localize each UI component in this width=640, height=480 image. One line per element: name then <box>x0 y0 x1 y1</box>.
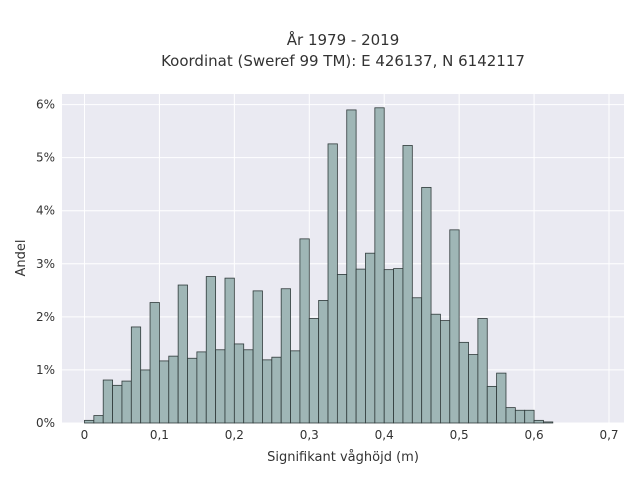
y-axis-label: Andel <box>14 240 29 277</box>
y-tick-label: 2% <box>36 310 55 324</box>
histogram-bar <box>468 354 479 424</box>
y-tick-label: 0% <box>36 416 55 430</box>
histogram-bar <box>140 369 151 424</box>
histogram-bar <box>458 341 469 424</box>
chart-subtitle: Koordinat (Sweref 99 TM): E 426137, N 61… <box>161 52 525 70</box>
y-tick-label: 6% <box>36 98 55 112</box>
histogram-bar <box>177 284 188 424</box>
histogram-bar <box>299 238 310 424</box>
histogram-bar <box>187 357 198 424</box>
histogram-bar <box>336 274 348 424</box>
bars <box>84 107 554 424</box>
histogram-bar <box>205 276 217 424</box>
histogram-bar <box>524 409 535 424</box>
histogram-bar <box>514 409 526 424</box>
histogram-bar <box>374 107 385 424</box>
chart-title: År 1979 - 2019 <box>287 30 400 49</box>
histogram-bar <box>168 355 179 424</box>
histogram-bar <box>215 349 226 424</box>
x-tick-label: 0,5 <box>450 428 469 442</box>
histogram-bar <box>355 268 366 424</box>
x-tick-label: 0,7 <box>599 428 618 442</box>
histogram-bar <box>271 356 282 424</box>
histogram-bar <box>533 419 544 424</box>
histogram-bar <box>224 277 235 424</box>
y-tick-label: 4% <box>36 204 55 218</box>
histogram-bar <box>233 343 245 424</box>
histogram-bar <box>262 359 273 424</box>
histogram-bar <box>430 313 441 424</box>
histogram-bar <box>346 109 357 424</box>
x-tick-label: 0,4 <box>375 428 394 442</box>
x-tick-labels: 0 0,1 0,2 0,3 0,4 0,5 0,6 0,7 <box>81 428 619 442</box>
histogram-bar <box>149 302 160 424</box>
y-tick-label: 3% <box>36 257 55 271</box>
histogram-bar <box>93 415 104 424</box>
histogram-bar <box>196 351 207 424</box>
histogram-bar <box>383 269 394 424</box>
histogram-bar <box>280 288 291 424</box>
histogram-bar <box>477 318 488 424</box>
histogram-bar <box>102 379 113 424</box>
histogram-bar <box>365 252 376 424</box>
histogram-bar <box>121 380 132 424</box>
histogram-bar <box>486 385 498 424</box>
x-tick-label: 0,6 <box>525 428 544 442</box>
x-axis-label: Signifikant våghöjd (m) <box>267 450 419 465</box>
x-tick-label: 0 <box>81 428 89 442</box>
histogram-bar <box>440 320 451 424</box>
x-tick-label: 0,2 <box>225 428 244 442</box>
histogram-bar <box>449 229 460 424</box>
histogram-bar <box>543 421 554 424</box>
histogram-bar <box>402 145 413 424</box>
histogram-bar <box>243 349 254 424</box>
histogram-bar <box>496 372 507 424</box>
histogram-bar <box>308 318 320 424</box>
x-tick-label: 0,1 <box>150 428 169 442</box>
histogram-bar <box>421 186 432 424</box>
y-tick-label: 5% <box>36 151 55 165</box>
histogram-bar <box>84 419 95 424</box>
histogram-bar <box>252 290 263 424</box>
histogram-bar <box>505 407 516 424</box>
histogram-bar <box>130 326 142 424</box>
y-tick-label: 1% <box>36 363 55 377</box>
histogram-bar <box>290 350 301 424</box>
y-tick-labels: 0% 1% 2% 3% 4% 5% 6% <box>36 98 55 430</box>
histogram-bar <box>393 268 404 424</box>
x-tick-label: 0,3 <box>300 428 319 442</box>
histogram-bar <box>159 360 170 424</box>
histogram-bar <box>411 297 423 424</box>
histogram-bar <box>112 384 123 424</box>
histogram-bar <box>327 143 338 424</box>
histogram-bar <box>318 300 329 424</box>
